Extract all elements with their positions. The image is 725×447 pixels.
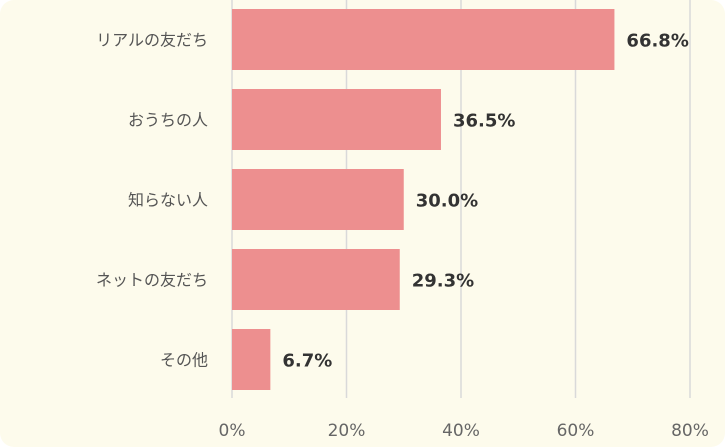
bar [232,169,404,230]
bars [232,9,615,390]
bar [232,329,271,390]
value-label: 30.0% [416,191,478,212]
value-label: 29.3% [412,271,474,292]
value-label: 36.5% [453,111,515,132]
bar [232,249,400,310]
value-labels: 66.8% 36.5% 30.0% 29.3% 6.7% [282,31,689,372]
bar [232,89,441,150]
x-tick-label: 20% [328,421,366,441]
bar [232,9,615,70]
x-tick-label: 60% [557,421,595,441]
value-label: 6.7% [282,351,332,372]
category-label: リアルの友だち [96,31,208,50]
x-tick-label: 0% [219,421,246,441]
x-axis-ticks: 0% 20% 40% 60% 80% [219,421,709,441]
x-tick-label: 40% [442,421,480,441]
x-tick-label: 80% [671,421,709,441]
category-label: おうちの人 [128,111,208,130]
category-label: ネットの友だち [96,271,208,290]
value-label: 66.8% [626,31,688,52]
category-label: 知らない人 [128,191,208,210]
category-label: その他 [160,351,208,370]
